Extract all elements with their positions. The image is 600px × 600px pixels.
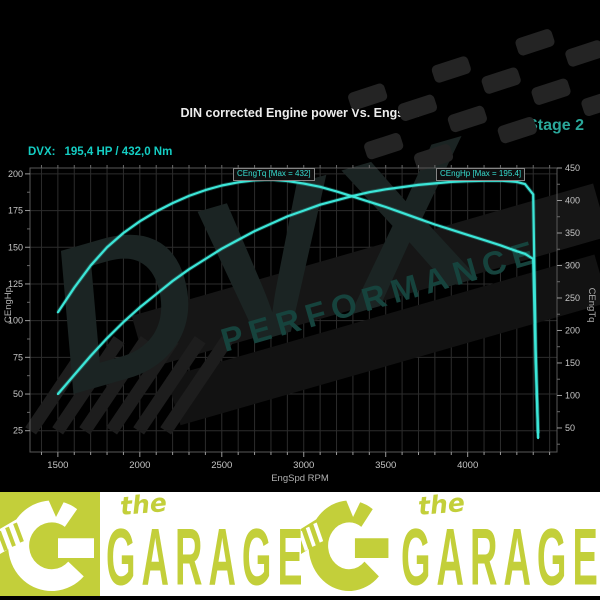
svg-text:125: 125: [8, 279, 23, 289]
svg-text:2000: 2000: [129, 460, 150, 471]
svg-text:200: 200: [565, 325, 580, 335]
svg-text:25: 25: [13, 426, 23, 436]
torque-max-label: CEngTq [Max = 432]: [233, 168, 315, 181]
svg-text:350: 350: [565, 228, 580, 238]
svg-text:50: 50: [13, 389, 23, 399]
garage-wordmark: GARAGE: [106, 514, 309, 600]
svg-text:CEngHp: CEngHp: [3, 287, 14, 323]
svg-text:100: 100: [565, 390, 580, 400]
svg-text:CEngTq: CEngTq: [586, 288, 597, 323]
svg-text:100: 100: [8, 316, 23, 326]
svg-text:400: 400: [565, 195, 580, 205]
svg-text:200: 200: [8, 169, 23, 179]
svg-text:EngSpd RPM: EngSpd RPM: [271, 473, 329, 484]
svg-text:3500: 3500: [375, 460, 396, 471]
svg-text:75: 75: [13, 352, 23, 362]
svg-text:175: 175: [8, 206, 23, 216]
svg-text:2500: 2500: [211, 460, 232, 471]
svg-text:150: 150: [565, 358, 580, 368]
svg-text:4000: 4000: [457, 460, 478, 471]
result-value: 195,4 HP / 432,0 Nm: [64, 146, 173, 158]
garage-logo-icon: [301, 492, 394, 596]
garage-logo-icon: [0, 492, 100, 596]
svg-text:50: 50: [565, 423, 575, 433]
garage-wordmark: GARAGE: [401, 514, 600, 600]
page-title: DIN corrected Engine power Vs. Engspd: [180, 106, 420, 120]
svg-text:3000: 3000: [293, 460, 314, 471]
result-prefix: DVX:: [28, 146, 56, 158]
svg-text:1500: 1500: [47, 460, 68, 471]
garage-banner: the GARAGE the GARAGE: [0, 488, 600, 600]
svg-text:300: 300: [565, 260, 580, 270]
result-line: DVX: 195,4 HP / 432,0 Nm: [28, 146, 172, 158]
power-max-label: CEngHp [Max = 195.4]: [436, 168, 526, 181]
stage-badge: Stage 2: [527, 117, 584, 134]
svg-text:150: 150: [8, 242, 23, 252]
svg-text:250: 250: [565, 293, 580, 303]
svg-text:450: 450: [565, 163, 580, 173]
